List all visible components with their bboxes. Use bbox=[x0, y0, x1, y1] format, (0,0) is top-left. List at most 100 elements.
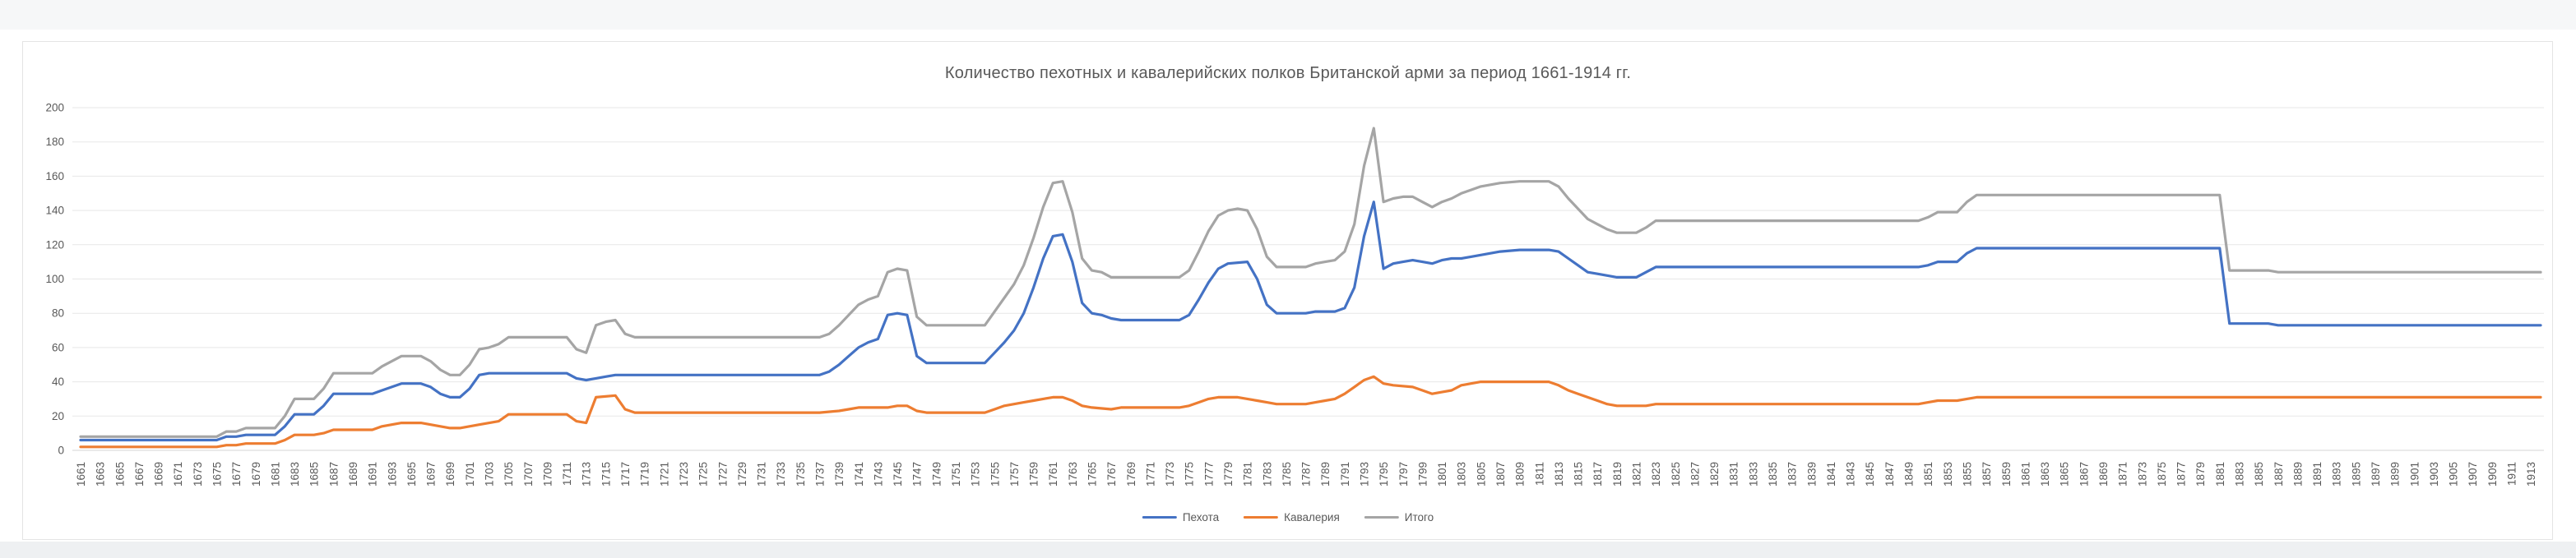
x-tick-label: 1753 bbox=[970, 462, 982, 487]
x-tick-label: 1729 bbox=[736, 462, 748, 487]
x-tick-label: 1899 bbox=[2389, 462, 2402, 487]
x-tick-label: 1695 bbox=[405, 462, 418, 487]
legend-label: Кавалерия bbox=[1284, 511, 1340, 523]
x-tick-label: 1783 bbox=[1261, 462, 1273, 487]
x-tick-label: 1791 bbox=[1339, 462, 1351, 487]
x-tick-label: 1773 bbox=[1164, 462, 1176, 487]
x-tick-label: 1867 bbox=[2078, 462, 2090, 487]
x-tick-label: 1713 bbox=[581, 462, 593, 487]
series-line-infantry bbox=[79, 201, 2542, 442]
x-tick-label: 1895 bbox=[2350, 462, 2362, 487]
x-tick-label: 1689 bbox=[347, 462, 359, 487]
x-tick-label: 1665 bbox=[114, 462, 126, 487]
x-tick-label: 1739 bbox=[833, 462, 846, 487]
legend-line-swatch bbox=[1142, 515, 1177, 519]
x-tick-label: 1663 bbox=[95, 462, 107, 487]
x-tick-label: 1717 bbox=[619, 462, 632, 487]
x-tick-label: 1847 bbox=[1883, 462, 1896, 487]
x-tick-label: 1807 bbox=[1494, 462, 1507, 487]
x-tick-label: 1815 bbox=[1573, 462, 1585, 487]
legend-line-swatch bbox=[1364, 515, 1399, 519]
x-tick-label: 1755 bbox=[989, 462, 1001, 487]
x-tick-label: 1767 bbox=[1105, 462, 1118, 487]
legend-item: Кавалерия bbox=[1244, 511, 1340, 523]
x-tick-label: 1857 bbox=[1981, 462, 1993, 487]
y-tick-label: 180 bbox=[45, 136, 64, 148]
x-tick-label: 1751 bbox=[950, 462, 962, 487]
x-tick-label: 1787 bbox=[1300, 462, 1313, 487]
x-tick-label: 1683 bbox=[289, 462, 301, 487]
x-tick-label: 1793 bbox=[1359, 462, 1371, 487]
y-tick-label: 0 bbox=[58, 445, 64, 457]
x-tick-label: 1849 bbox=[1903, 462, 1916, 487]
x-tick-label: 1693 bbox=[386, 462, 398, 487]
x-tick-label: 1873 bbox=[2136, 462, 2148, 487]
x-tick-label: 1885 bbox=[2253, 462, 2265, 487]
x-tick-label: 1727 bbox=[716, 462, 729, 487]
chart-title: Количество пехотных и кавалерийских полк… bbox=[944, 64, 1632, 82]
x-tick-label: 1733 bbox=[775, 462, 787, 487]
x-tick-label: 1823 bbox=[1650, 462, 1662, 487]
legend-line-swatch bbox=[1244, 515, 1279, 519]
x-tick-label: 1671 bbox=[172, 462, 184, 487]
x-tick-label: 1669 bbox=[153, 462, 165, 487]
legend-label: Итого bbox=[1404, 511, 1434, 523]
x-tick-label: 1827 bbox=[1689, 462, 1701, 487]
x-tick-label: 1747 bbox=[911, 462, 924, 487]
x-tick-label: 1769 bbox=[1125, 462, 1137, 487]
y-tick-label: 200 bbox=[45, 102, 64, 114]
x-tick-label: 1881 bbox=[2214, 462, 2226, 487]
x-tick-label: 1785 bbox=[1281, 462, 1293, 487]
x-tick-label: 1851 bbox=[1922, 462, 1934, 487]
y-tick-label: 20 bbox=[52, 410, 64, 422]
x-tick-label: 1679 bbox=[250, 462, 262, 487]
x-tick-label: 1855 bbox=[1961, 462, 1973, 487]
x-tick-label: 1813 bbox=[1553, 462, 1565, 487]
x-tick-label: 1817 bbox=[1591, 462, 1604, 487]
x-tick-label: 1741 bbox=[853, 462, 865, 487]
x-tick-label: 1879 bbox=[2194, 462, 2207, 487]
x-tick-label: 1749 bbox=[930, 462, 943, 487]
x-tick-label: 1719 bbox=[639, 462, 651, 487]
y-tick-label: 120 bbox=[45, 238, 64, 251]
x-tick-label: 1833 bbox=[1747, 462, 1759, 487]
x-tick-label: 1865 bbox=[2059, 462, 2071, 487]
x-tick-label: 1805 bbox=[1475, 462, 1487, 487]
x-tick-label: 1883 bbox=[2233, 462, 2245, 487]
x-tick-label: 1811 bbox=[1533, 462, 1545, 486]
x-tick-label: 1673 bbox=[192, 462, 204, 487]
x-tick-label: 1709 bbox=[541, 462, 554, 487]
x-tick-label: 1909 bbox=[2486, 462, 2499, 487]
x-tick-label: 1661 bbox=[75, 462, 87, 487]
x-tick-label: 1821 bbox=[1631, 462, 1643, 487]
x-tick-label: 1799 bbox=[1416, 462, 1429, 487]
x-tick-label: 1795 bbox=[1378, 462, 1390, 487]
x-tick-label: 1803 bbox=[1456, 462, 1468, 487]
page-top-strip bbox=[0, 0, 2576, 30]
x-tick-label: 1771 bbox=[1144, 462, 1156, 487]
x-tick-label: 1789 bbox=[1319, 462, 1332, 487]
page-bottom-strip bbox=[0, 542, 2576, 558]
x-tick-label: 1863 bbox=[2039, 462, 2051, 487]
x-tick-label: 1911 bbox=[2506, 462, 2518, 486]
x-tick-label: 1685 bbox=[308, 462, 321, 487]
x-tick-label: 1841 bbox=[1825, 462, 1837, 487]
x-tick-label: 1705 bbox=[503, 462, 515, 487]
y-tick-label: 80 bbox=[52, 307, 64, 320]
x-tick-label: 1801 bbox=[1436, 462, 1448, 487]
x-tick-label: 1779 bbox=[1222, 462, 1235, 487]
x-tick-label: 1913 bbox=[2525, 462, 2537, 487]
x-tick-label: 1711 bbox=[561, 462, 573, 486]
legend-item: Итого bbox=[1364, 511, 1434, 523]
x-tick-label: 1871 bbox=[2117, 462, 2129, 487]
x-tick-label: 1889 bbox=[2291, 462, 2304, 487]
legend-item: Пехота bbox=[1142, 511, 1219, 523]
x-tick-label: 1697 bbox=[425, 462, 438, 487]
y-tick-label: 140 bbox=[45, 205, 64, 217]
x-tick-label: 1781 bbox=[1242, 462, 1254, 487]
x-tick-label: 1897 bbox=[2370, 462, 2382, 487]
x-tick-label: 1745 bbox=[892, 462, 904, 487]
x-tick-label: 1675 bbox=[211, 462, 224, 487]
x-tick-label: 1843 bbox=[1845, 462, 1857, 487]
x-tick-label: 1761 bbox=[1047, 462, 1059, 487]
